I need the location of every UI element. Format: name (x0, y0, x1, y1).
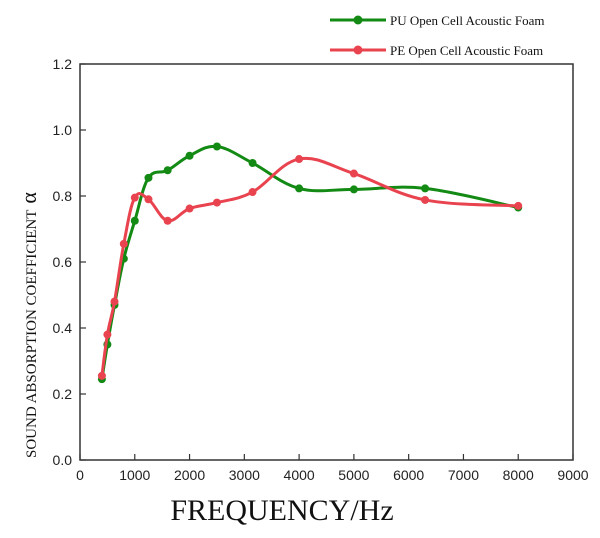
x-tick-label: 8000 (503, 467, 534, 483)
legend-label-pe: PE Open Cell Acoustic Foam (390, 43, 543, 58)
y-tick-label: 0.4 (53, 320, 73, 336)
x-tick-label: 4000 (284, 467, 315, 483)
plot-frame (79, 63, 574, 461)
data-point-pe (97, 371, 106, 380)
data-point-pe (130, 193, 139, 202)
data-point-pu (163, 166, 172, 175)
legend-marker-pu (353, 15, 363, 25)
data-point-pe (119, 239, 128, 248)
x-tick-label: 3000 (229, 467, 260, 483)
x-tick-label: 1000 (119, 467, 150, 483)
data-point-pe (163, 216, 172, 225)
y-tick-label: 0.6 (53, 254, 73, 270)
data-point-pe (185, 204, 194, 213)
y-tick-label: 1.2 (53, 56, 73, 72)
x-tick-label: 0 (76, 467, 84, 483)
data-point-pe (349, 169, 358, 178)
data-point-pe (248, 188, 257, 197)
x-tick-label: 6000 (393, 467, 424, 483)
x-axis: 0 1000 2000 3000 4000 5000 6000 7000 8000 9000 (76, 454, 589, 483)
series-pe (97, 155, 523, 380)
y-tick-label: 0.2 (53, 386, 73, 402)
legend-item-pe: PE Open Cell Acoustic Foam (330, 43, 543, 58)
data-point-pu (295, 184, 304, 193)
legend-label-pu: PU Open Cell Acoustic Foam (390, 13, 545, 28)
data-point-pe (421, 195, 430, 204)
x-tick-label: 9000 (557, 467, 588, 483)
data-point-pu (130, 216, 139, 225)
x-tick-label: 5000 (338, 467, 369, 483)
y-tick-label: 1.0 (53, 122, 73, 138)
data-point-pe (295, 155, 304, 164)
series-line-pu (100, 144, 520, 381)
y-tick-label: 0.0 (53, 452, 73, 468)
data-point-pe (514, 201, 523, 210)
data-point-pu (185, 151, 194, 160)
x-tick-label: 2000 (174, 467, 205, 483)
x-tick-label: 7000 (448, 467, 479, 483)
y-axis: 0.0 0.2 0.4 0.6 0.8 1.0 1.2 (53, 56, 86, 468)
y-axis-label-symbol: α (16, 192, 41, 204)
y-axis-label: SOUND ABSORPTION COEFFICIENT α (16, 192, 41, 458)
x-axis-label: FREQUENCY/Hz (170, 494, 393, 527)
data-point-pu (212, 142, 221, 151)
data-point-pe (103, 330, 112, 339)
legend: PU Open Cell Acoustic Foam PE Open Cell … (330, 13, 545, 58)
y-axis-label-text: SOUND ABSORPTION COEFFICIENT (24, 210, 40, 458)
data-point-pe (110, 297, 119, 306)
legend-item-pu: PU Open Cell Acoustic Foam (330, 13, 545, 28)
legend-marker-pe (353, 45, 363, 55)
series-pu (97, 142, 523, 384)
data-point-pu (421, 184, 430, 193)
data-point-pu (248, 159, 257, 167)
data-point-pu (144, 173, 153, 182)
data-point-pu (349, 185, 358, 194)
series-layer (97, 142, 523, 384)
data-point-pe (212, 198, 221, 207)
data-point-pe (144, 195, 153, 204)
y-tick-label: 0.8 (53, 188, 73, 204)
